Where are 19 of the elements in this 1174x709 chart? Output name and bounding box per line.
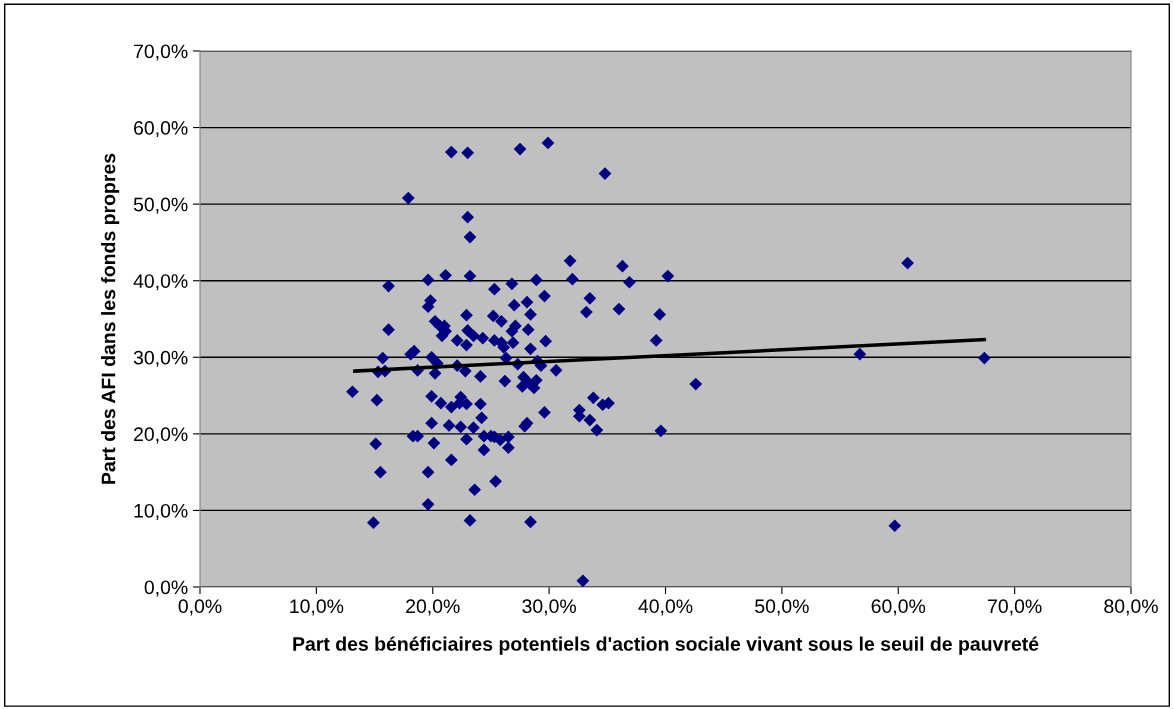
y-tick-label: 30,0% — [133, 350, 188, 367]
x-tick-label: 0,0% — [178, 599, 222, 616]
y-tick-label: 40,0% — [133, 274, 188, 291]
x-tick-label: 60,0% — [871, 599, 926, 616]
y-tick-label: 10,0% — [134, 503, 188, 520]
x-axis-title: Part des bénéficiaires potentiels d'action sociale vivant sous le seuil de pauvreté — [293, 636, 1039, 655]
y-tick-label: 20,0% — [134, 427, 188, 444]
x-tick-label: 50,0% — [755, 599, 809, 616]
y-tick-label: 70,0% — [134, 44, 188, 61]
x-tick-label: 80,0% — [1104, 599, 1158, 616]
x-tick-label: 70,0% — [988, 599, 1042, 616]
y-tick-label: 60,0% — [134, 121, 188, 138]
y-axis-title: Part des AFI dans les fonds propres — [101, 153, 120, 484]
x-tick-label: 30,0% — [522, 599, 576, 616]
y-tick-label: 0,0% — [144, 580, 188, 597]
x-tick-label: 10,0% — [290, 599, 344, 616]
x-tick-label: 20,0% — [406, 599, 460, 616]
x-tick-label: 40,0% — [638, 599, 693, 616]
y-tick-label: 50,0% — [133, 197, 188, 214]
